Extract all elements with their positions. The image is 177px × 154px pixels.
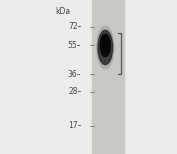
- Text: kDa: kDa: [56, 7, 71, 16]
- Text: 17–: 17–: [68, 121, 81, 130]
- Text: 28–: 28–: [68, 87, 81, 96]
- Ellipse shape: [97, 26, 114, 69]
- Text: 36–: 36–: [68, 70, 81, 79]
- Text: 55–: 55–: [68, 41, 81, 50]
- Text: 72–: 72–: [68, 22, 81, 31]
- Ellipse shape: [102, 35, 109, 48]
- Ellipse shape: [98, 30, 113, 65]
- Bar: [92, 0, 124, 154]
- Ellipse shape: [100, 34, 110, 57]
